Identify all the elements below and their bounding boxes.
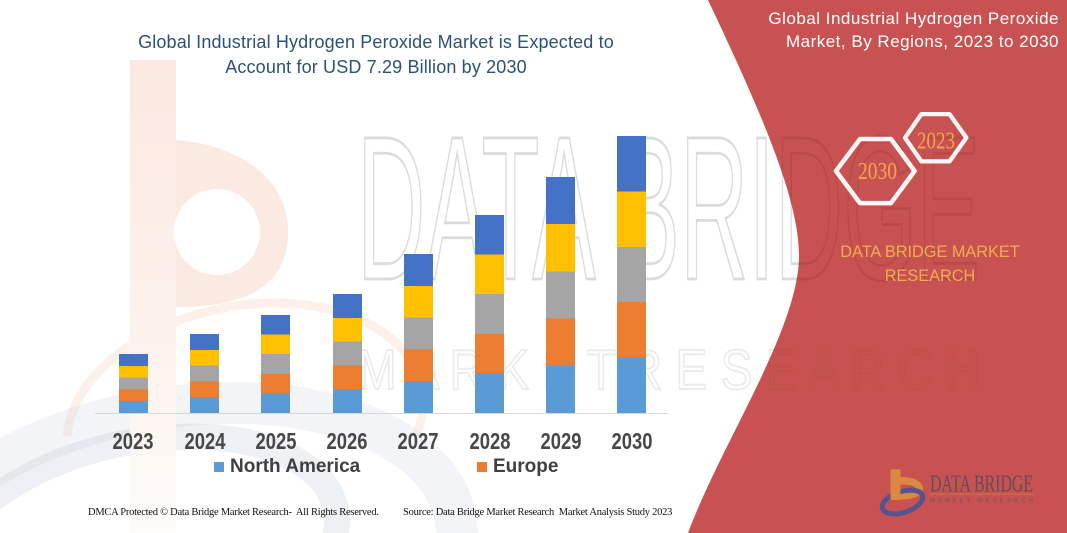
svg-text:MARKET RESEARCH: MARKET RESEARCH <box>930 499 1033 505</box>
svg-text:2030: 2030 <box>858 159 897 185</box>
svg-text:2023: 2023 <box>917 129 955 155</box>
svg-text:DATA BRIDGE: DATA BRIDGE <box>930 472 1033 498</box>
